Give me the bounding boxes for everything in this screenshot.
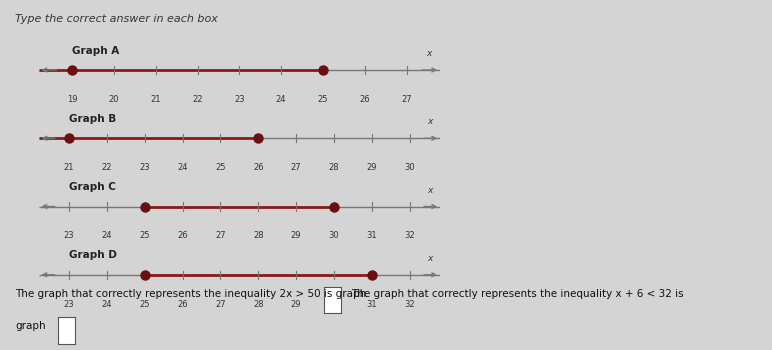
Text: The graph that correctly represents the inequality x + 6 < 32 is: The graph that correctly represents the …	[351, 289, 684, 299]
Text: x: x	[426, 49, 432, 58]
Text: The graph that correctly represents the inequality 2x > 50 is graph: The graph that correctly represents the …	[15, 289, 367, 299]
Text: Type the correct answer in each box: Type the correct answer in each box	[15, 14, 218, 24]
Text: x: x	[427, 186, 432, 195]
Text: Graph D: Graph D	[69, 250, 117, 260]
Text: x: x	[427, 117, 432, 126]
Text: Graph B: Graph B	[69, 114, 116, 124]
Text: graph: graph	[15, 321, 46, 331]
Text: Graph C: Graph C	[69, 182, 116, 192]
Text: x: x	[427, 254, 432, 263]
Text: Graph A: Graph A	[72, 46, 120, 56]
